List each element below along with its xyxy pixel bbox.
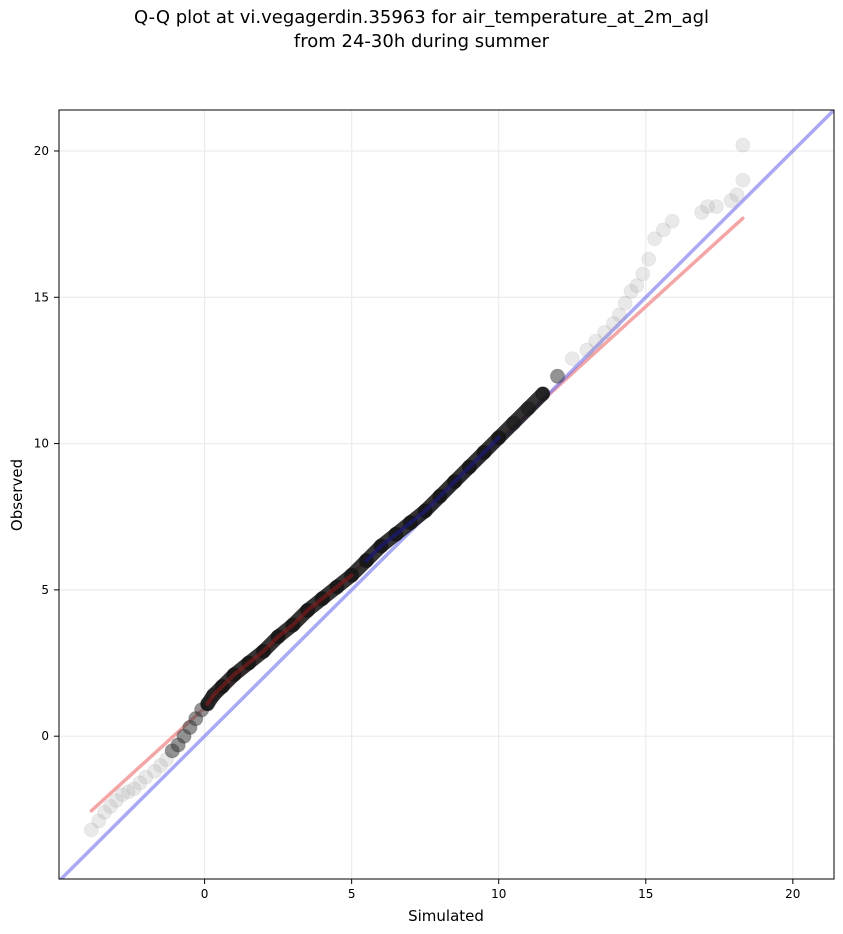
qq-point <box>152 757 168 773</box>
qq-point <box>647 231 663 247</box>
qq-point <box>579 342 595 358</box>
qq-point <box>735 137 751 153</box>
chart-title-line-1: Q-Q plot at vi.vegagerdin.35963 for air_… <box>134 7 709 28</box>
y-axis-label: Observed <box>8 459 26 531</box>
qq-point <box>623 283 639 299</box>
qq-point <box>114 787 130 803</box>
chart-title: Q-Q plot at vi.vegagerdin.35963 for air_… <box>0 6 843 54</box>
axis-ticks: 0 5 10 15 20 0 5 10 15 20 <box>34 144 801 901</box>
qq-point <box>132 775 148 791</box>
x-tick-label: 15 <box>638 887 653 901</box>
y-tick-label: 15 <box>34 290 49 304</box>
x-tick-label: 0 <box>201 887 209 901</box>
qq-point <box>629 278 645 294</box>
qq-point <box>102 798 118 814</box>
qq-point <box>723 193 739 209</box>
qq-point <box>126 781 142 797</box>
data-points <box>83 137 751 838</box>
x-tick-label: 10 <box>491 887 506 901</box>
qq-point <box>564 351 580 367</box>
y-tick-label: 5 <box>41 583 49 597</box>
grid-lines <box>59 110 834 879</box>
qq-point <box>605 316 621 332</box>
qq-point <box>138 769 154 785</box>
qq-point <box>617 295 633 311</box>
qq-point <box>611 307 627 323</box>
x-tick-label: 20 <box>785 887 800 901</box>
qq-point <box>588 333 604 349</box>
qq-point <box>147 763 163 779</box>
qq-point <box>655 222 671 238</box>
qq-point <box>708 199 724 215</box>
x-axis-label: Simulated <box>408 907 484 925</box>
reference-lines-overlay <box>205 435 501 706</box>
x-tick-label: 5 <box>348 887 356 901</box>
qq-point <box>550 368 566 384</box>
y-tick-label: 20 <box>34 144 49 158</box>
qq-point <box>597 324 613 340</box>
qq-point <box>97 804 113 820</box>
qq-point <box>120 784 136 800</box>
qq-point <box>735 172 751 188</box>
qq-point <box>694 204 710 220</box>
qq-point <box>91 813 107 829</box>
chart-title-line-2: from 24-30h during summer <box>293 31 550 52</box>
y-tick-label: 0 <box>41 729 49 743</box>
qq-point <box>108 793 124 809</box>
y-tick-label: 10 <box>34 437 49 451</box>
qq-point <box>83 822 99 838</box>
identity-line-overlay <box>364 435 501 563</box>
qq-point <box>641 251 657 267</box>
qq-point <box>729 187 745 203</box>
plot-frame <box>58 109 835 880</box>
fit-line-overlay <box>205 573 354 706</box>
qq-point <box>700 199 716 215</box>
qq-point <box>635 266 651 282</box>
qq-point <box>664 213 680 229</box>
